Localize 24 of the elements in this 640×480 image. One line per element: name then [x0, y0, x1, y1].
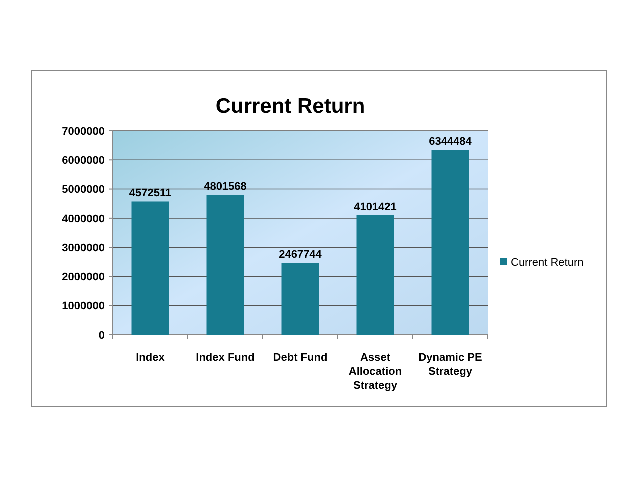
y-tick-label: 7000000	[62, 126, 105, 138]
bar	[206, 195, 244, 335]
data-label: 2467744	[279, 249, 323, 262]
legend-label: Current Return	[511, 256, 584, 269]
y-tick-label: 2000000	[62, 272, 105, 284]
bar	[282, 263, 320, 335]
bar	[356, 215, 394, 335]
bar	[432, 150, 470, 335]
x-tick-label: Index	[136, 352, 166, 364]
x-tick-label: Dynamic PE Strategy	[418, 352, 482, 378]
y-tick-label: 3000000	[62, 242, 105, 254]
y-tick-label: 6000000	[62, 154, 105, 167]
y-tick-label: 0	[98, 330, 105, 342]
x-tick-label: Asset Allocation Strategy	[348, 352, 402, 392]
x-tick-label: Index Fund	[196, 352, 255, 364]
data-label: 4572511	[129, 188, 172, 200]
y-tick-label: 1000000	[62, 300, 105, 313]
data-label: 4101421	[354, 201, 397, 214]
data-label: 6344484	[429, 136, 473, 148]
y-tick-label: 5000000	[62, 184, 105, 196]
bar	[132, 202, 170, 335]
chart-title: Current Return	[216, 95, 366, 118]
y-tick-label: 4000000	[62, 213, 105, 226]
x-tick-label: Debt Fund	[273, 352, 328, 364]
